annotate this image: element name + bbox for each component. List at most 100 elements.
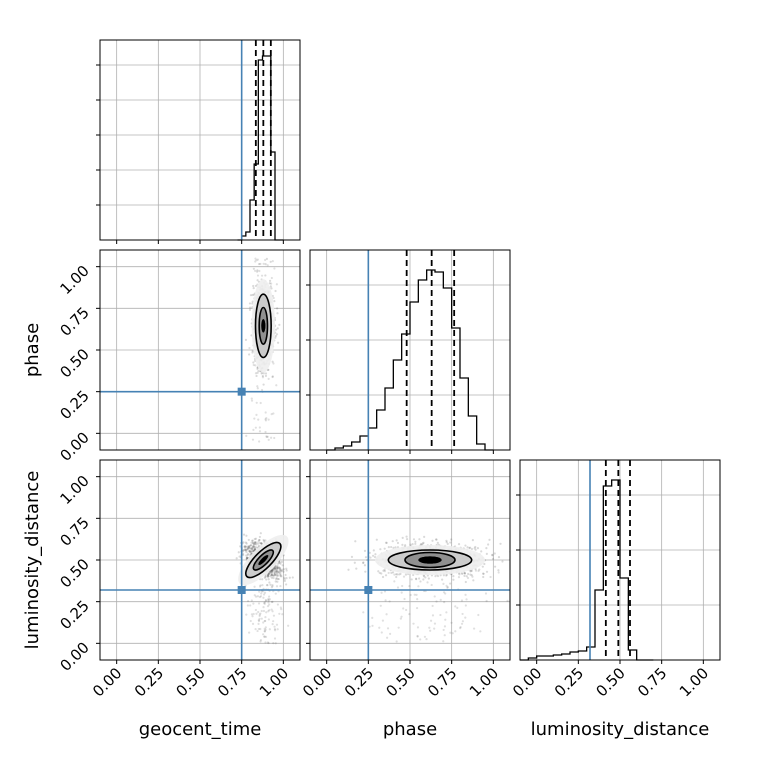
scatter-point (434, 538, 438, 541)
scatter-point (261, 374, 264, 378)
scatter-point (253, 547, 256, 550)
scatter-point (252, 293, 255, 296)
scatter-point (252, 363, 255, 367)
scatter-point (277, 574, 280, 577)
scatter-point (480, 550, 483, 553)
scatter-point (277, 562, 280, 565)
scatter-point (252, 612, 255, 616)
scatter-point (283, 579, 286, 583)
scatter-point (491, 553, 494, 556)
scatter-point (263, 630, 266, 633)
scatter-point (265, 435, 268, 438)
scatter-point (246, 552, 250, 556)
scatter-point (251, 302, 254, 305)
scatter-point (246, 556, 249, 559)
scatter-point (491, 557, 495, 560)
scatter-point (445, 574, 448, 577)
y-tick-label: 0.00 (56, 638, 92, 674)
histogram-step (237, 55, 284, 241)
scatter-point (276, 564, 279, 567)
scatter-point (252, 361, 255, 364)
scatter-point (441, 578, 444, 581)
scatter-point (491, 554, 494, 557)
scatter-point (254, 372, 258, 375)
scatter-point (254, 269, 257, 272)
scatter-point (267, 601, 270, 604)
scatter-point (444, 618, 447, 621)
scatter-point (385, 613, 388, 616)
scatter-point (251, 349, 254, 353)
scatter-point (354, 540, 357, 543)
scatter-point (256, 595, 260, 598)
scatter-point (270, 570, 273, 573)
scatter-point (401, 584, 404, 588)
scatter-point (267, 368, 270, 371)
scatter-point (270, 413, 273, 416)
scatter-point (362, 561, 365, 565)
scatter-point (390, 571, 393, 575)
scatter-point (245, 557, 248, 560)
scatter-point (264, 372, 268, 375)
scatter-point (487, 543, 490, 546)
scatter-point (246, 548, 249, 551)
scatter-point (256, 385, 259, 388)
scatter-point (423, 535, 426, 538)
scatter-point (388, 600, 391, 603)
x-tick-label: 0.25 (341, 664, 377, 700)
scatter-point (271, 600, 274, 603)
scatter-point (244, 549, 247, 552)
scatter-point (249, 604, 252, 607)
scatter-point (249, 619, 252, 623)
scatter-point (279, 606, 282, 609)
scatter-point (390, 545, 393, 549)
scatter-point (442, 640, 445, 643)
scatter-point (258, 541, 262, 545)
scatter-point (242, 549, 245, 552)
scatter-point (272, 614, 276, 617)
scatter-point (256, 542, 260, 545)
scatter-point (377, 570, 380, 573)
scatter-point (267, 573, 270, 576)
scatter-point (452, 575, 455, 578)
scatter-point (457, 572, 461, 575)
scatter-point (287, 624, 290, 627)
scatter-point (253, 541, 256, 545)
scatter-point (380, 631, 383, 634)
scatter-point (245, 434, 248, 437)
scatter-point (254, 595, 258, 598)
scatter-point (384, 574, 388, 577)
scatter-point (260, 542, 263, 545)
scatter-point (248, 631, 251, 634)
scatter-point (251, 622, 255, 626)
scatter-point (271, 375, 274, 379)
scatter-point (393, 573, 396, 576)
scatter-point (242, 553, 245, 557)
scatter-point (271, 260, 274, 263)
scatter-point (258, 430, 262, 433)
scatter-point (436, 574, 440, 578)
scatter-point (274, 569, 277, 573)
scatter-point (262, 372, 265, 375)
scatter-point (419, 542, 423, 546)
scatter-point (264, 641, 267, 644)
scatter-point (275, 570, 278, 573)
scatter-point (415, 593, 418, 596)
scatter-point (470, 569, 473, 572)
scatter-point (265, 611, 268, 614)
scatter-point (252, 286, 255, 290)
scatter-point (457, 576, 461, 579)
scatter-point (252, 428, 255, 431)
scatter-point (274, 580, 277, 583)
scatter-point (267, 377, 270, 381)
scatter-point (395, 573, 398, 576)
scatter-point (401, 543, 404, 546)
scatter-point (350, 555, 354, 559)
scatter-point (485, 547, 488, 550)
scatter-point (433, 622, 437, 625)
scatter-point (472, 579, 475, 582)
scatter-point (467, 572, 470, 576)
scatter-point (386, 627, 390, 630)
scatter-point (253, 541, 257, 544)
scatter-point (368, 551, 371, 554)
